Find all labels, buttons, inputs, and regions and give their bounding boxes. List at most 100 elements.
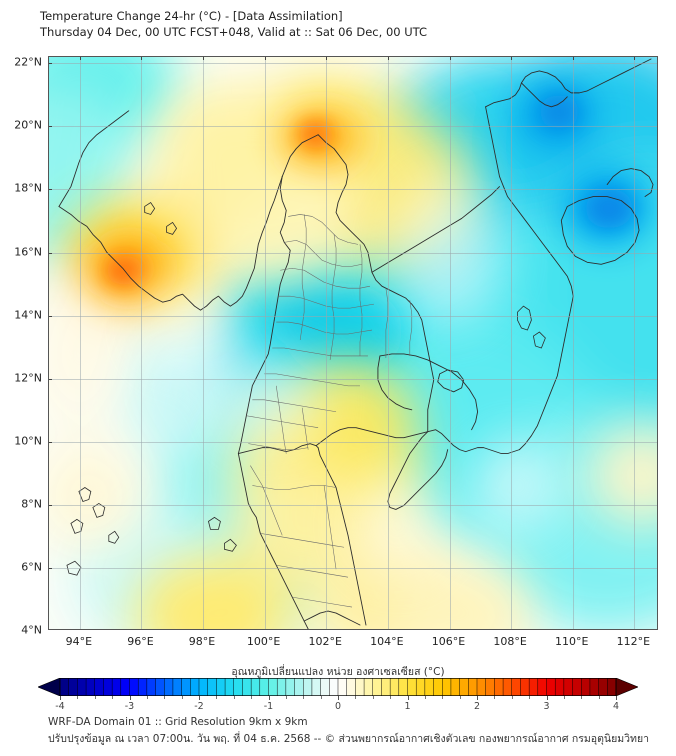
x-axis-tick-label: 110°E (555, 635, 589, 648)
colorbar-tick-minor (355, 696, 357, 699)
x-axis-tick-label: 108°E (493, 635, 527, 648)
colorbar-segment (442, 678, 452, 696)
colorbar-segment (407, 678, 417, 696)
gridline-vertical (326, 57, 328, 629)
colorbar-outline (59, 678, 617, 696)
colorbar-segment (242, 678, 252, 696)
colorbar-tick-minor (424, 696, 426, 699)
gridline-horizontal (49, 63, 657, 65)
gridline-vertical (387, 57, 389, 629)
colorbar-segment (137, 678, 148, 696)
colorbar-segment (77, 678, 87, 696)
colorbar-segment (233, 678, 243, 696)
tick-y (49, 126, 52, 128)
colorbar-segment (355, 678, 365, 696)
colorbar-segment (311, 678, 322, 696)
tick-y (49, 441, 52, 443)
colorbar-tick-major (546, 696, 548, 700)
tick-x (79, 57, 81, 60)
map-plot-area[interactable] (48, 56, 658, 630)
colorbar-segment (111, 678, 122, 696)
colorbar-tick-label: 2 (473, 701, 481, 712)
y-axis-tick-label: 8°N (21, 497, 42, 511)
colorbar-segment (320, 678, 330, 696)
y-axis-tick-label: 20°N (14, 118, 42, 132)
colorbar-segment (554, 678, 565, 696)
colorbar-segment (303, 678, 313, 696)
gridline-vertical (634, 57, 636, 629)
figure-title-block: Temperature Change 24-hr (°C) - [Data As… (40, 8, 660, 40)
colorbar-tick-minor (164, 696, 166, 699)
figure-footer: WRF-DA Domain 01 :: Grid Resolution 9km … (48, 714, 668, 748)
colorbar-tick-label: 3 (543, 701, 550, 712)
colorbar-segment (268, 678, 278, 696)
x-axis-tick-label: 106°E (431, 635, 466, 648)
colorbar-segment (129, 678, 139, 696)
tick-x (326, 57, 328, 60)
colorbar-tick-minor (598, 696, 600, 699)
colorbar-tick-label: 0 (334, 701, 342, 712)
colorbar-title: อุณหภูมิเปลี่ยนแปลง หน่วย องศาเซลเซียส (… (231, 666, 445, 678)
colorbar-segment (329, 678, 339, 696)
colorbar-segment (389, 678, 400, 696)
page-title: Temperature Change 24-hr (°C) - [Data As… (40, 9, 343, 23)
footer-credit-thai: ปรับปรุงข้อมูล ณ เวลา 07:00น. วัน พฤ. ที… (48, 733, 650, 745)
colorbar-segment (546, 678, 556, 696)
tick-x (634, 57, 636, 60)
tick-y (49, 378, 52, 380)
tick-y (49, 63, 52, 65)
colorbar-segment (363, 678, 374, 696)
colorbar-segment (94, 678, 104, 696)
x-axis-tick-label: 96°E (127, 635, 154, 648)
colorbar-segment (398, 678, 408, 696)
colorbar-segment (572, 678, 582, 696)
page-subtitle: Thursday 04 Dec, 00 UTC FCST+048, Valid … (40, 25, 428, 39)
colorbar-segment (607, 678, 617, 696)
tick-x (203, 57, 205, 60)
colorbar-segment (103, 678, 113, 696)
colorbar-tick-minor (459, 696, 461, 699)
colorbar-segment (146, 678, 156, 696)
colorbar-segment (415, 678, 426, 696)
gridline-vertical (572, 57, 574, 629)
tick-x (387, 57, 389, 60)
tick-x (141, 57, 143, 60)
x-axis-tick-label: 100°E (246, 635, 281, 648)
colorbar-segment (450, 678, 461, 696)
x-axis-tick-label: 98°E (188, 635, 216, 648)
colorbar-tick-minor (112, 696, 114, 699)
colorbar-tick-major (616, 696, 617, 700)
gridline-horizontal (49, 504, 657, 506)
y-axis-tick-label: 16°N (14, 245, 42, 259)
colorbar-segment (598, 678, 608, 696)
colorbar-tick-major (129, 696, 131, 700)
colorbar-tick-minor (372, 696, 374, 699)
y-axis-tick-label: 6°N (21, 560, 42, 574)
colorbar-segment (511, 678, 521, 696)
colorbar-tick-minor (529, 696, 531, 699)
colorbar[interactable] (38, 678, 638, 696)
y-axis-tick-label: 10°N (14, 434, 42, 448)
colorbar-tick-minor (94, 696, 96, 699)
colorbar-segment (68, 678, 78, 696)
colorbar-tick-minor (511, 696, 513, 699)
colorbar-tick-minor (146, 696, 148, 699)
x-axis-tick-label: 112°E (616, 635, 651, 648)
footer-domain-info: WRF-DA Domain 01 :: Grid Resolution 9km … (48, 716, 308, 728)
colorbar-tick-major (60, 696, 61, 700)
tick-x (449, 57, 451, 60)
y-axis-tick-label: 22°N (14, 55, 42, 69)
colorbar-segment (59, 678, 70, 696)
gridline-vertical (511, 57, 513, 629)
colorbar-tick-minor (563, 696, 565, 699)
y-axis-tick-label: 4°N (21, 623, 42, 637)
colorbar-segment (433, 678, 443, 696)
colorbar-segment (120, 678, 130, 696)
x-axis-tick-label: 104°E (370, 635, 404, 648)
gridline-horizontal (49, 567, 657, 569)
colorbar-tick-minor (442, 696, 444, 699)
colorbar-tick-label: -3 (124, 701, 135, 712)
temperature-anomaly-heatmap (49, 57, 657, 629)
gridline-vertical (449, 57, 451, 629)
colorbar-ticks: -4 -3 -2 -1 0 1 2 3 4 (38, 696, 638, 712)
